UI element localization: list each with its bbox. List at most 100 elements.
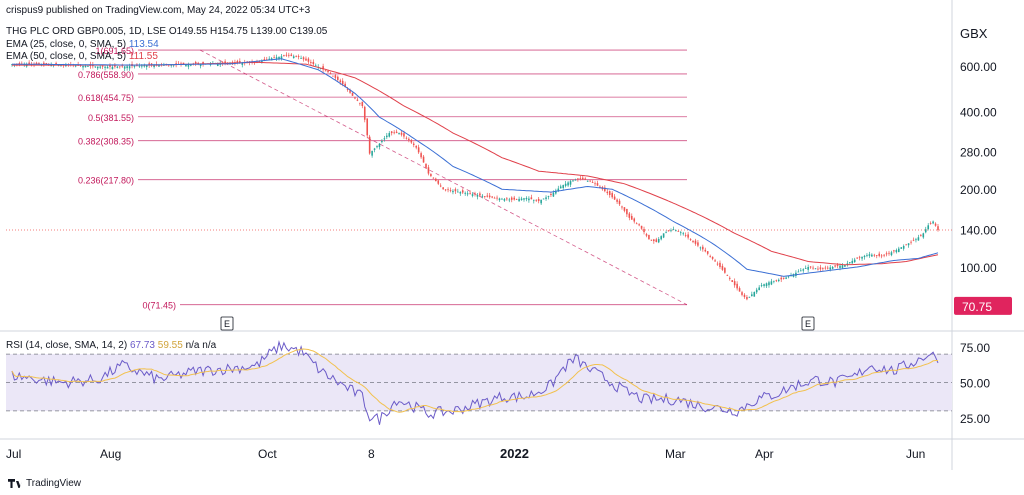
candle-body [660, 236, 662, 240]
candle-body [907, 243, 910, 246]
candle-body [724, 268, 726, 273]
candle-body [844, 264, 846, 267]
tradingview-logo[interactable]: TradingView [8, 478, 81, 489]
candle-body [96, 66, 99, 69]
candle-body [917, 237, 920, 241]
time-tick-label: Jun [906, 447, 925, 461]
tradingview-logo-text: TradingView [26, 478, 82, 489]
candle-body [381, 140, 383, 143]
candle-body [621, 206, 623, 208]
candle-body [403, 133, 405, 137]
candle-body [883, 254, 885, 256]
candle-body [449, 190, 452, 191]
candle-body [736, 283, 738, 289]
candle-body [667, 230, 670, 232]
candle-body [239, 61, 241, 63]
candle-body [572, 180, 574, 182]
candle-body [275, 57, 278, 60]
candle-body [87, 66, 89, 67]
candle-body [880, 255, 883, 257]
time-tick-label: 8 [368, 447, 375, 461]
candle-body [706, 251, 709, 254]
candle-body [114, 64, 116, 67]
candle-body [873, 254, 876, 256]
candle-body [900, 247, 903, 249]
candle-body [797, 271, 800, 273]
candle-body [633, 218, 636, 222]
candle-body [442, 187, 444, 190]
candle-body [417, 147, 420, 153]
price-tick-label: 600.00 [960, 60, 997, 74]
candle-body [339, 80, 342, 83]
earnings-marker-left-box [220, 316, 234, 331]
candle-body [158, 65, 160, 67]
price-tick-label: 400.00 [960, 105, 997, 119]
candle-body [18, 63, 21, 65]
candle-body [768, 282, 770, 286]
candle-body [714, 260, 716, 262]
last-price-tag-bg [954, 296, 1012, 315]
candle-body [435, 178, 437, 182]
candle-body [278, 56, 280, 59]
candle-body [99, 66, 101, 68]
ema25-legend: EMA (25, close, 0, SMA, 5) 113.54 [6, 39, 159, 50]
candle-body [447, 189, 449, 191]
candle-body [858, 256, 861, 258]
fib-level-label: 0.618(454.75) [78, 93, 134, 103]
candle-body [361, 101, 364, 107]
candle-body [535, 199, 538, 201]
candle-body [388, 133, 391, 137]
price-tick-label: 200.00 [960, 183, 997, 197]
candle-body [721, 265, 724, 270]
candle-body [679, 232, 682, 234]
fib-level-label: 0.382(308.35) [78, 137, 134, 147]
candle-body [670, 230, 672, 232]
ema50-line [12, 61, 939, 266]
candle-body [689, 239, 692, 240]
candle-body [927, 225, 930, 230]
candle-body [314, 65, 317, 67]
candle-body [65, 65, 67, 67]
candle-body [437, 180, 440, 184]
ema25-label: EMA (25, close, 0, SMA, 5) [6, 39, 127, 50]
candle-body [562, 185, 564, 188]
candle-body [515, 198, 518, 200]
candle-body [834, 265, 836, 267]
candle-body [491, 196, 493, 198]
candle-body [694, 240, 697, 244]
candle-body [302, 57, 305, 60]
candle-body [672, 229, 675, 231]
candle-body [143, 65, 146, 67]
candle-body [760, 285, 763, 287]
candle-body [800, 270, 802, 272]
candle-body [875, 255, 878, 256]
candle-body [530, 197, 533, 200]
candle-body [751, 294, 753, 297]
candle-body [356, 99, 359, 101]
candle-body [728, 277, 731, 279]
candle-body [378, 143, 381, 148]
candle-body [461, 190, 464, 193]
candle-body [836, 264, 839, 267]
candle-body [868, 254, 871, 256]
candle-body [506, 198, 508, 200]
candle-body [128, 66, 131, 69]
candle-body [444, 189, 447, 191]
candle-body [648, 235, 650, 240]
candle-body [777, 279, 780, 281]
candle-body [141, 65, 143, 67]
earnings-marker-left: E [224, 319, 230, 329]
candle-body [126, 66, 128, 69]
candle-body [290, 54, 293, 56]
candle-body [376, 146, 378, 148]
candle-body [432, 177, 435, 179]
ema25-value: 113.54 [128, 39, 159, 50]
candle-body [481, 195, 484, 197]
candle-body [626, 208, 628, 215]
candle-body [812, 267, 814, 269]
candle-body [503, 199, 506, 201]
candle-body [305, 58, 307, 61]
candle-body [349, 90, 351, 93]
candle-body [452, 190, 454, 193]
